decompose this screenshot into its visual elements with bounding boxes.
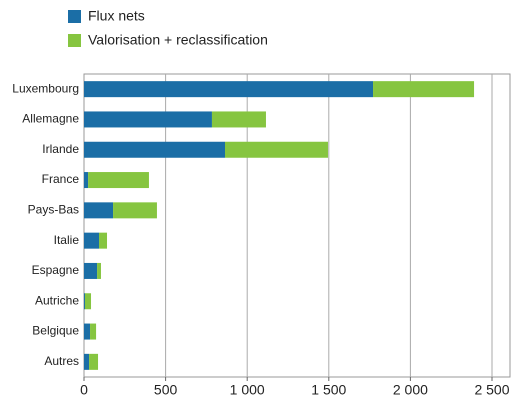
legend-swatch [68, 34, 81, 47]
bar-segment [90, 323, 97, 340]
y-tick-label: France [42, 172, 80, 186]
x-tick-label: 0 [80, 382, 88, 398]
y-tick-label: Luxembourg [12, 81, 79, 95]
bar-segment [84, 262, 98, 279]
bar-segment [89, 353, 99, 370]
bar-segment [113, 202, 157, 219]
y-tick-label: Autres [44, 354, 79, 368]
y-tick-label: Pays-Bas [28, 203, 79, 217]
bar-segment [84, 323, 91, 340]
y-tick-label: Allemagne [22, 112, 79, 126]
bar-segment [84, 81, 374, 98]
bar-segment [84, 293, 92, 310]
y-tick-label: Belgique [32, 324, 79, 338]
bar-segment [84, 172, 89, 189]
x-tick-label: 500 [154, 382, 178, 398]
legend-label: Flux nets [88, 8, 145, 24]
plot-frame [83, 73, 511, 378]
bar-segment [84, 353, 90, 370]
bar-segment [225, 141, 328, 158]
x-tick-label: 1 500 [311, 382, 346, 398]
bar-segment [97, 262, 101, 279]
bar-segment [211, 111, 266, 128]
x-tick-label: 1 000 [230, 382, 265, 398]
bar-segment [99, 232, 108, 249]
y-tick-label: Autriche [35, 293, 79, 307]
legend-label: Valorisation + reclassification [88, 32, 268, 48]
bar-segment [84, 232, 100, 249]
y-tick-label: Espagne [32, 263, 80, 277]
y-tick-label: Italie [54, 233, 80, 247]
bar-segment [84, 141, 226, 158]
legend-swatch [68, 10, 81, 23]
bar-segment [88, 172, 149, 189]
bar-segment [84, 202, 114, 219]
x-tick-label: 2 500 [474, 382, 509, 398]
bar-segment [373, 81, 475, 98]
bar-segment [84, 293, 85, 310]
bar-segment [84, 111, 212, 128]
y-tick-label: Irlande [42, 142, 79, 156]
x-tick-label: 2 000 [393, 382, 428, 398]
